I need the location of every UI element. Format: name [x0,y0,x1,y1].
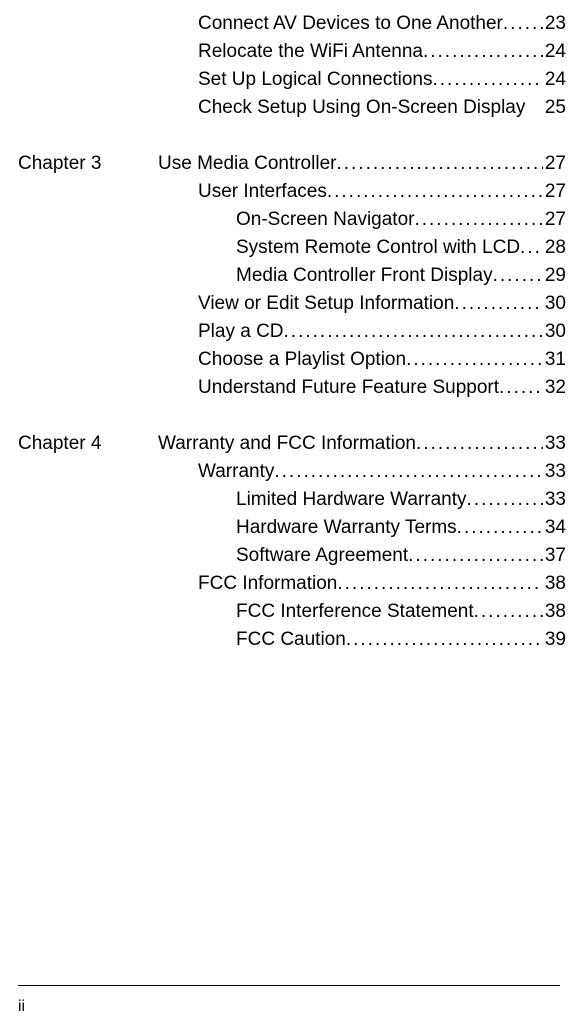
toc-page-number: 28 [543,234,566,262]
toc-row: Relocate the WiFi Antenna 24 [18,38,566,66]
toc-page-number: 33 [543,430,566,458]
toc-title: Connect AV Devices to One Another [198,10,503,38]
toc-title: Relocate the WiFi Antenna [198,38,423,66]
toc-leader-dots [416,430,543,458]
toc-title: Media Controller Front Display [236,262,493,290]
toc-title: Play a CD [198,318,284,346]
toc-row: Connect AV Devices to One Another 23 [18,10,566,38]
toc-page-number: 30 [543,290,566,318]
toc-title: Use Media Controller [158,150,336,178]
toc-title: System Remote Control with LCD [236,234,520,262]
toc-page-number: 29 [543,262,566,290]
toc-leader-dots [274,458,542,486]
toc-row: Check Setup Using On-Screen Display 25 [18,94,566,122]
toc-row: System Remote Control with LCD 28 [18,234,566,262]
toc-row: FCC Caution 39 [18,626,566,654]
page: Connect AV Devices to One Another23Reloc… [0,0,578,1034]
toc-leader-dots [414,206,542,234]
toc-page-number: 32 [543,374,566,402]
toc-leader-dots [467,486,543,514]
toc-title: On-Screen Navigator [236,206,414,234]
toc-page-number: 27 [543,178,566,206]
toc-title: Limited Hardware Warranty [236,486,467,514]
toc-page-number: 34 [543,514,566,542]
toc-page-number: 33 [543,458,566,486]
table-of-contents: Connect AV Devices to One Another23Reloc… [18,10,566,654]
toc-leader-dots [454,290,543,318]
toc-page-number: 24 [543,66,566,94]
toc-page-number: 23 [543,10,566,38]
toc-row: Chapter 3Use Media Controller 27 [18,150,566,178]
toc-leader-dots [432,66,542,94]
toc-page-number: 25 [543,94,566,122]
toc-page-number: 33 [543,486,566,514]
toc-row: FCC Interference Statement 38 [18,598,566,626]
toc-row: Warranty 33 [18,458,566,486]
toc-title: Warranty and FCC Information [158,430,416,458]
toc-title: Understand Future Feature Support [198,374,499,402]
toc-row: Set Up Logical Connections 24 [18,66,566,94]
toc-page-number: 38 [543,570,566,598]
toc-spacer [18,402,566,430]
toc-row: Choose a Playlist Option 31 [18,346,566,374]
toc-leader-dots [284,318,543,346]
toc-row: FCC Information 38 [18,570,566,598]
toc-leader-dots [503,10,543,38]
toc-title: Set Up Logical Connections [198,66,432,94]
toc-leader-dots [457,514,543,542]
toc-leader-dots [327,178,543,206]
footer-rule [18,985,560,986]
toc-page-number: 27 [543,206,566,234]
toc-leader-dots [336,150,542,178]
toc-row: Limited Hardware Warranty 33 [18,486,566,514]
toc-leader-dots [346,626,543,654]
toc-row: Software Agreement 37 [18,542,566,570]
toc-title: View or Edit Setup Information [198,290,454,318]
toc-page-number: 27 [543,150,566,178]
toc-leader-dots [474,598,543,626]
toc-row: User Interfaces 27 [18,178,566,206]
toc-row: On-Screen Navigator 27 [18,206,566,234]
toc-page-number: 24 [543,38,566,66]
toc-title: User Interfaces [198,178,327,206]
toc-row: Hardware Warranty Terms 34 [18,514,566,542]
toc-spacer [18,122,566,150]
footer-page-number: ii [18,998,25,1016]
toc-leader-dots [499,374,543,402]
toc-leader-dots [520,234,543,262]
toc-title: FCC Information [198,570,337,598]
toc-title: FCC Interference Statement [236,598,474,626]
toc-page-number: 31 [543,346,566,374]
toc-title: Check Setup Using On-Screen Display [198,94,525,122]
toc-chapter-label: Chapter 4 [18,430,158,458]
toc-page-number: 30 [543,318,566,346]
toc-row: Play a CD 30 [18,318,566,346]
toc-row: Understand Future Feature Support 32 [18,374,566,402]
toc-row: Media Controller Front Display 29 [18,262,566,290]
toc-title: FCC Caution [236,626,346,654]
toc-leader-dots [406,346,543,374]
toc-row: Chapter 4Warranty and FCC Information 33 [18,430,566,458]
toc-title: Warranty [198,458,274,486]
toc-title: Hardware Warranty Terms [236,514,457,542]
toc-leader-dots [493,262,543,290]
toc-title: Choose a Playlist Option [198,346,406,374]
toc-title: Software Agreement [236,542,408,570]
toc-page-number: 37 [543,542,566,570]
toc-row: View or Edit Setup Information 30 [18,290,566,318]
toc-leader-dots [423,38,543,66]
toc-page-number: 39 [543,626,566,654]
toc-leader-dots [408,542,543,570]
toc-leader-dots [337,570,542,598]
toc-page-number: 38 [543,598,566,626]
toc-chapter-label: Chapter 3 [18,150,158,178]
